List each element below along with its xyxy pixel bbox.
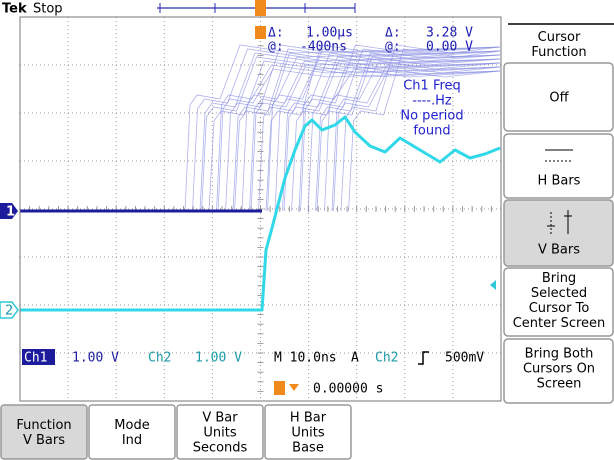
- ch1-persistence: [217, 68, 501, 212]
- ch1-persistence: [283, 60, 501, 212]
- status-ch2-scale: 1.00 V: [195, 351, 242, 366]
- menu-text: Cursors On: [523, 362, 595, 377]
- menu-text: H Bars: [538, 174, 581, 189]
- menu-text: Cursor To: [529, 301, 590, 316]
- menu-text: Cursor: [538, 30, 581, 45]
- menu-text: Mode: [114, 418, 149, 433]
- side-button[interactable]: [503, 267, 614, 337]
- edge-icon: [418, 351, 429, 365]
- ch1-persistence: [267, 48, 501, 212]
- side-button[interactable]: [503, 62, 614, 132]
- ch1-badge: [22, 349, 55, 365]
- ch1-persistence: [201, 56, 501, 212]
- menu-text: Units: [291, 426, 324, 441]
- bottom-button[interactable]: [264, 404, 352, 460]
- bottom-button[interactable]: [176, 404, 264, 460]
- side-button[interactable]: [503, 199, 614, 267]
- menu-text: V Bars: [23, 433, 65, 448]
- readout-value: 1.00µs: [306, 26, 353, 41]
- menu-text: V Bars: [538, 243, 580, 258]
- ch1-persistence: [300, 44, 501, 212]
- readout-value: 0.00 V: [426, 40, 473, 55]
- waveforms: [20, 44, 501, 312]
- measurement-line: No period: [400, 109, 463, 124]
- menu-text: Function: [16, 418, 71, 433]
- readout-label: Δ:: [385, 26, 401, 41]
- status-trigger-source: Ch2: [375, 351, 398, 366]
- ch2-marker: [0, 301, 19, 319]
- ch1-persistence: [250, 64, 501, 212]
- menu-text: Screen: [537, 377, 582, 392]
- brand: Tek: [2, 2, 27, 17]
- menu-text: Bring: [542, 271, 576, 286]
- ch1-persistence: [331, 64, 501, 212]
- readout-label: @:: [385, 40, 401, 55]
- status-trigger-position: 0.00000 s: [313, 382, 383, 397]
- menu-text: Selected: [531, 286, 587, 301]
- menu-text: H Bar: [290, 411, 327, 426]
- measurement-line: Ch1 Freq: [403, 79, 461, 94]
- status-ch2: Ch2: [148, 351, 171, 366]
- trigger-icon: [255, 26, 266, 39]
- ch1-persistence: [234, 52, 501, 212]
- measurement-line: found: [413, 124, 450, 139]
- readout-label: @:: [268, 40, 284, 55]
- readout-value: -400ns: [300, 40, 347, 55]
- status-ch1: Ch1: [24, 351, 47, 366]
- bottom-button[interactable]: [88, 404, 176, 460]
- trigger-marker: [255, 0, 266, 16]
- status-ch1-scale: 1.00 V: [72, 351, 119, 366]
- side-button[interactable]: [503, 133, 614, 199]
- menu-text: V Bar: [202, 411, 238, 426]
- ch1-persistence: [184, 44, 501, 212]
- menu-text: Off: [549, 91, 569, 106]
- menu-text: Seconds: [193, 441, 248, 456]
- menu-text: Function: [531, 45, 586, 60]
- ch1-persistence: [324, 60, 501, 212]
- readout-value: 3.28 V: [426, 26, 473, 41]
- ch2-marker-label: 2: [5, 304, 13, 319]
- acq-status: Stop: [33, 2, 63, 17]
- ch1-persistence: [333, 68, 501, 212]
- side-button[interactable]: [503, 338, 614, 404]
- measurement-line: ----.Hz: [412, 94, 452, 109]
- ch1-persistence: [348, 48, 501, 212]
- menu-text: Center Screen: [513, 316, 606, 331]
- trigger-arrow: [289, 384, 299, 391]
- status-timebase: M 10.0ns: [274, 351, 337, 366]
- ch2-trace: [20, 115, 501, 312]
- ch1-marker-label: 1: [6, 205, 15, 220]
- status-trigger-level: 500mV: [445, 351, 484, 366]
- menu-text: Base: [292, 441, 324, 456]
- menu-text: Ind: [122, 433, 142, 448]
- ch1-marker: [0, 203, 18, 219]
- trigger-icon: [274, 381, 285, 395]
- readout-label: Δ:: [268, 26, 284, 41]
- graticule: [19, 16, 502, 402]
- status-trigger-mode: A: [351, 351, 359, 366]
- menu-text: Units: [203, 426, 236, 441]
- bottom-button[interactable]: [0, 404, 88, 460]
- menu-text: Bring Both: [525, 347, 594, 362]
- level-arrow: [490, 280, 496, 290]
- ch1-persistence: [316, 56, 501, 212]
- screen-border: [19, 16, 502, 402]
